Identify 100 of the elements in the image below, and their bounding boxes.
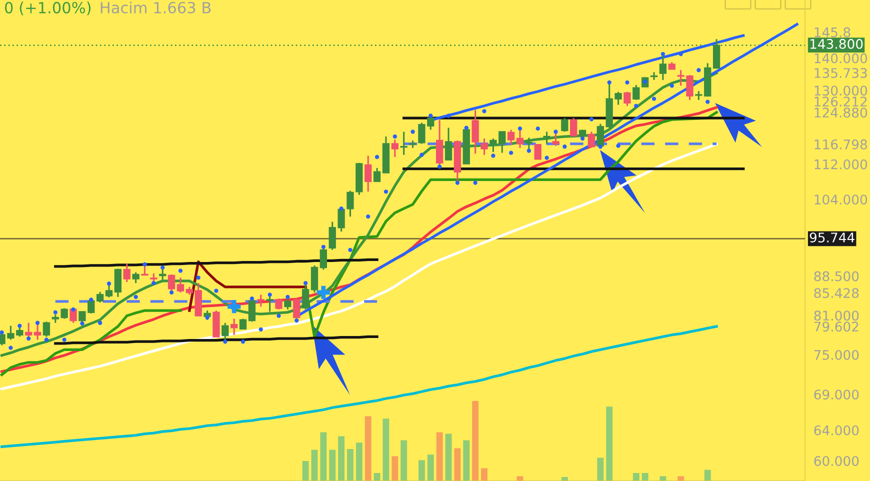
bar (374, 473, 380, 481)
y-tick-label: 64.000 (814, 425, 859, 436)
bar (356, 442, 362, 481)
bar (472, 401, 479, 481)
bar (660, 476, 666, 481)
candlestick (624, 91, 631, 107)
candlestick (543, 130, 550, 145)
ref-line-label: 143.800 (810, 38, 863, 49)
y-tick-label: 112.000 (814, 159, 868, 170)
line-series (188, 260, 307, 312)
candlestick (391, 138, 398, 158)
candlestick (302, 282, 310, 310)
ref-line-label: 95.744 (810, 232, 854, 242)
candlestick (364, 154, 372, 192)
bar (445, 434, 452, 481)
y-tick-label: 104.000 (814, 194, 868, 205)
y-tick-label: 140.000 (814, 53, 868, 64)
candlestick (588, 130, 596, 148)
candlestick (552, 132, 560, 147)
candlestick (310, 264, 318, 294)
bar (463, 440, 470, 481)
y-tick-label: 79.602 (814, 322, 858, 332)
bar (632, 473, 640, 481)
bar (427, 454, 434, 481)
candlestick (373, 167, 381, 182)
y-tick-label: 75.000 (814, 350, 859, 360)
y-tick-label: 130.000 (814, 86, 868, 96)
candlestick (123, 262, 130, 283)
candlestick (60, 308, 68, 320)
candlestick (114, 268, 122, 298)
candlestick (105, 282, 113, 298)
bar (481, 468, 488, 481)
candlestick (320, 246, 328, 270)
bar (597, 458, 604, 481)
candlestick (204, 310, 211, 321)
candlestick (480, 138, 488, 156)
candlestick (436, 119, 444, 168)
bar (364, 416, 372, 481)
candlestick (266, 292, 274, 312)
annotation: Hacim 1.663 B (100, 2, 211, 14)
y-tick-label: 85.428 (814, 288, 859, 298)
candlestick (516, 128, 524, 149)
bar (436, 432, 443, 481)
y-tick-label: 81.000 (814, 310, 859, 321)
line-series (54, 335, 378, 345)
bar (382, 418, 390, 481)
bar (454, 448, 461, 481)
candlestick (275, 298, 282, 310)
y-tick-label: 69.000 (814, 390, 859, 400)
candlestick (42, 320, 50, 338)
candlestick (132, 272, 140, 284)
y-tick-label: 124.880 (814, 108, 868, 118)
candlestick (632, 84, 640, 101)
candlestick (561, 117, 568, 133)
candlestick (248, 298, 256, 322)
y-tick-label: 145.8 (814, 27, 850, 38)
line-series (0, 325, 718, 448)
candlestick (25, 322, 32, 341)
y-tick-label: 126.212 (814, 96, 867, 107)
bar (347, 449, 354, 481)
candlestick (659, 52, 667, 81)
candlestick (230, 318, 238, 336)
candlestick (507, 129, 515, 146)
candlestick (284, 296, 292, 310)
candlestick (596, 123, 604, 148)
candlestick (176, 276, 184, 294)
bar (392, 456, 398, 481)
annotation: 0 (+1.00%) (5, 2, 91, 16)
candlestick (400, 130, 408, 156)
candlestick (570, 117, 578, 138)
bar (704, 470, 711, 481)
bar (400, 440, 408, 481)
candlestick (168, 274, 176, 294)
candlestick (159, 266, 166, 281)
bar (320, 432, 327, 481)
candlestick (141, 262, 148, 276)
y-tick-label: 60.000 (814, 456, 859, 466)
y-tick-label: 88.500 (814, 271, 859, 282)
candlestick (444, 127, 452, 161)
y-tick-label: 116.798 (814, 139, 867, 150)
bar (338, 436, 345, 481)
candlestick (257, 294, 264, 308)
bar (311, 450, 318, 481)
candlestick (70, 308, 77, 324)
candlestick (239, 318, 247, 330)
candlestick (150, 272, 158, 284)
bar (678, 476, 684, 481)
line-series (0, 142, 718, 390)
bar (642, 473, 648, 481)
candlestick (650, 71, 658, 81)
candlestick (472, 109, 479, 154)
candlestick (534, 144, 542, 160)
bar (418, 460, 425, 481)
bar (606, 406, 613, 481)
candlestick (96, 291, 104, 304)
candlestick (525, 136, 532, 153)
candlestick (34, 322, 42, 341)
bar (302, 461, 309, 481)
y-tick-label: 135.733 (814, 68, 867, 78)
bar (329, 450, 336, 481)
